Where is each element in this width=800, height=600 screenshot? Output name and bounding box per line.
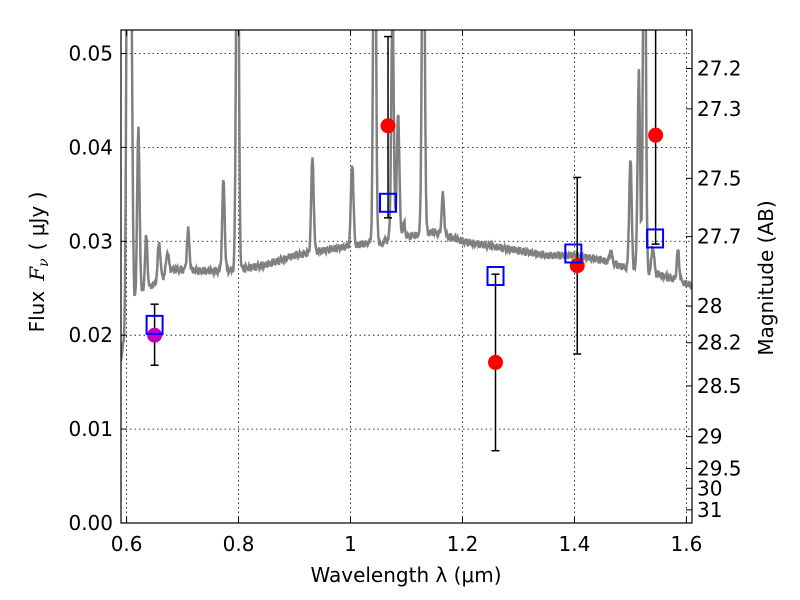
- y2-tick-label: 27.7: [697, 225, 742, 249]
- y-tick-label: 0.00: [68, 511, 113, 535]
- data-point: [648, 127, 664, 143]
- x-tick-label: 1.2: [447, 532, 479, 556]
- y2-tick-label: 29: [697, 425, 722, 449]
- y-axis-title-units: ( μJy ): [25, 192, 49, 251]
- y-tick-labels: 0.00 0.01 0.02 0.03 0.04 0.05: [68, 41, 113, 535]
- y2-tick-label: 27.2: [697, 57, 742, 81]
- y-tick-label: 0.05: [68, 41, 113, 65]
- x-tick-label: 1.4: [559, 532, 591, 556]
- data-point: [569, 258, 585, 274]
- y-axis-title: Flux Fν ( μJy ): [25, 192, 52, 333]
- x-axis-title: Wavelength λ (μm): [310, 563, 501, 587]
- y-tick-label: 0.01: [68, 417, 113, 441]
- y2-tick-label: 27.5: [697, 166, 742, 190]
- y-tick-label: 0.02: [68, 323, 113, 347]
- x-tick-label: 1: [344, 532, 357, 556]
- y2-tick-label: 28.5: [697, 374, 742, 398]
- data-point: [147, 327, 163, 343]
- model-band-marker: [564, 243, 583, 264]
- y-axis-title-symbol: F: [25, 266, 49, 282]
- y-axis-title-prefix: Flux: [25, 291, 49, 333]
- y2-tick-label: 30: [697, 476, 722, 500]
- x-tick-labels: 0.6 0.8 1 1.2 1.4 1.6: [111, 532, 703, 556]
- model-band-marker: [379, 192, 398, 213]
- model-band-marker: [145, 314, 164, 335]
- plot-frame: [120, 29, 693, 524]
- y2-tick-label: 28: [697, 294, 722, 318]
- y2-tick-label: 28.2: [697, 331, 742, 355]
- y-tick-label: 0.04: [68, 135, 113, 159]
- model-band-marker: [486, 266, 505, 287]
- x-tick-label: 0.8: [223, 532, 255, 556]
- x-tick-label: 1.6: [670, 532, 702, 556]
- y-tick-label: 0.03: [68, 229, 113, 253]
- model-band-marker: [646, 228, 665, 249]
- y2-axis-title: Magnitude (AB): [754, 200, 778, 355]
- tick-marks: [121, 30, 692, 524]
- model-spectrum: [121, 30, 692, 362]
- data-point: [380, 118, 396, 134]
- data-point: [488, 354, 504, 370]
- model-spectrum-line: [121, 30, 692, 362]
- y-axis-title-subscript: ν: [36, 258, 52, 267]
- y2-tick-label: 31: [697, 498, 722, 522]
- data-markers: [145, 118, 665, 370]
- y2-tick-label: 27.3: [697, 97, 742, 121]
- x-tick-label: 0.6: [111, 532, 143, 556]
- y2-tick-label: 29.5: [697, 457, 742, 481]
